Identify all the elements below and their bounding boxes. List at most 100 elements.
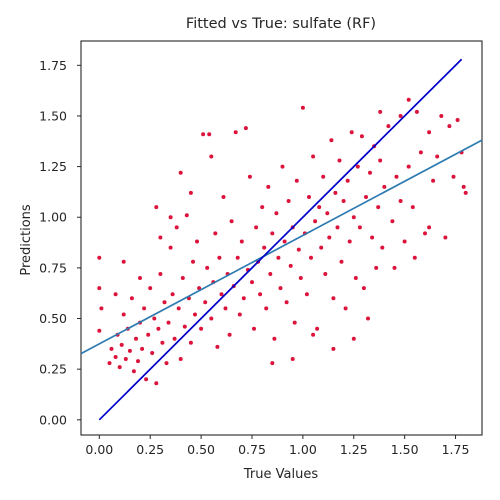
data-point — [292, 320, 297, 325]
data-point — [284, 300, 289, 305]
x-tick-label: 1.00 — [289, 442, 317, 457]
x-tick-label: 1.50 — [391, 442, 419, 457]
data-point — [207, 132, 212, 137]
data-point — [319, 245, 324, 250]
y-tick-label: 1.50 — [39, 108, 67, 123]
data-point — [223, 306, 228, 311]
data-point — [280, 164, 285, 169]
data-point — [300, 105, 305, 110]
data-point — [152, 316, 157, 321]
data-point — [337, 158, 342, 163]
data-point — [260, 205, 265, 210]
data-point — [366, 316, 370, 321]
data-point — [345, 178, 350, 183]
points-layer — [97, 97, 468, 386]
data-point — [217, 255, 222, 260]
data-point — [351, 215, 356, 220]
data-point — [117, 365, 122, 370]
data-point — [195, 239, 199, 244]
data-point — [148, 286, 153, 291]
data-point — [463, 190, 468, 195]
data-point — [146, 332, 151, 337]
data-point — [201, 132, 206, 137]
data-point — [298, 276, 303, 280]
data-point — [188, 340, 193, 345]
data-point — [178, 170, 183, 175]
data-point — [325, 211, 330, 216]
data-point — [406, 164, 411, 169]
data-point — [309, 255, 313, 260]
data-point — [191, 259, 195, 264]
data-point — [162, 300, 167, 305]
data-point — [398, 199, 403, 203]
data-point — [276, 255, 281, 260]
data-point — [107, 361, 112, 366]
data-point — [239, 239, 244, 244]
data-point — [243, 126, 248, 131]
data-point — [274, 211, 279, 216]
identity-line — [98, 58, 463, 421]
data-point — [410, 205, 415, 210]
data-point — [392, 265, 397, 270]
data-point — [119, 342, 124, 347]
data-point — [170, 292, 175, 297]
data-point — [278, 286, 283, 291]
x-axis-label: True Values — [243, 467, 318, 482]
data-point — [166, 320, 171, 325]
data-point — [364, 195, 368, 199]
data-point — [355, 164, 360, 169]
data-point — [178, 357, 183, 361]
data-point — [304, 292, 309, 297]
data-point — [134, 336, 138, 341]
y-tick-label: 0.75 — [39, 260, 67, 275]
data-point — [188, 190, 193, 195]
data-point — [138, 276, 142, 280]
data-point — [414, 109, 419, 114]
data-point — [247, 174, 252, 179]
y-axis-ticks: 0.00 0.25 0.50 0.75 1.00 1.25 1.50 1.75 — [39, 58, 81, 427]
data-point — [113, 292, 118, 297]
plot-frame — [80, 40, 483, 436]
data-point — [296, 247, 301, 252]
data-point — [398, 114, 403, 118]
data-point — [323, 272, 328, 276]
data-point — [129, 296, 134, 301]
data-point — [158, 235, 163, 240]
data-point — [382, 184, 387, 189]
data-point — [180, 276, 185, 280]
data-point — [227, 332, 232, 337]
data-point — [443, 235, 448, 240]
data-point — [311, 154, 316, 159]
x-tick-label: 1.75 — [442, 442, 470, 457]
data-point — [199, 326, 204, 331]
data-point — [288, 263, 293, 268]
data-point — [423, 231, 427, 236]
chart-title: Fitted vs True: sulfate (RF) — [186, 16, 376, 32]
data-point — [250, 280, 254, 285]
data-point — [270, 231, 275, 236]
data-point — [215, 344, 220, 349]
data-point — [229, 219, 234, 224]
data-point — [258, 292, 263, 297]
data-point — [374, 265, 379, 270]
data-point — [327, 235, 332, 240]
data-point — [455, 118, 460, 122]
data-point — [233, 130, 238, 135]
data-point — [205, 265, 210, 270]
data-point — [331, 346, 336, 351]
y-tick-label: 1.75 — [39, 58, 67, 73]
data-point — [150, 351, 155, 355]
data-point — [418, 150, 423, 155]
data-point — [378, 158, 383, 163]
data-point — [461, 184, 466, 189]
x-tick-label: 0.75 — [238, 442, 266, 457]
data-point — [335, 225, 340, 230]
data-point — [99, 306, 104, 311]
data-point — [237, 312, 242, 317]
data-point — [184, 213, 189, 218]
data-point — [168, 245, 173, 250]
y-tick-label: 0.50 — [39, 311, 67, 326]
data-point — [158, 272, 163, 276]
